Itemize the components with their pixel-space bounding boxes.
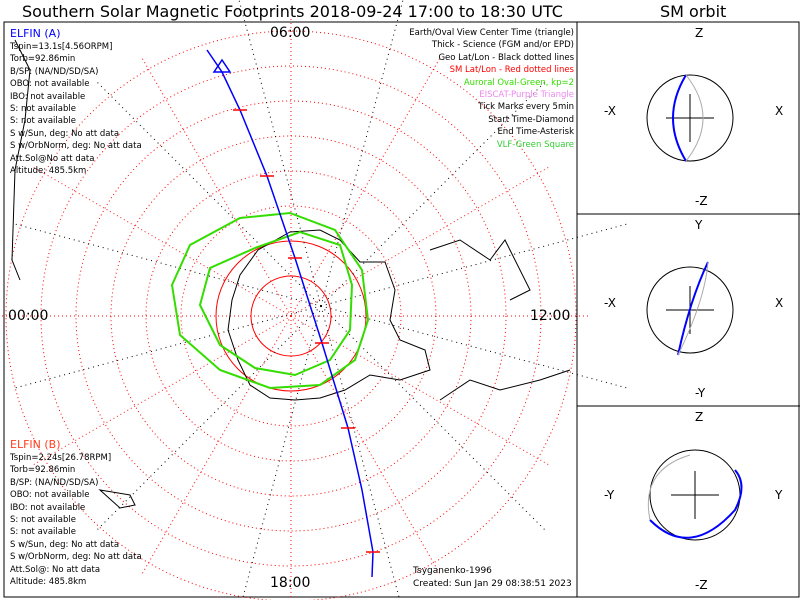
info-line: Torb=92.86min <box>10 54 76 65</box>
sm-longitude-line <box>290 315 552 467</box>
sm-longitude-line <box>290 315 442 577</box>
geo-longitude-line <box>320 305 401 600</box>
info-line: OBO: not available <box>10 490 90 501</box>
sm-latitude-circle <box>180 205 402 427</box>
info-line: S: not available <box>10 116 76 127</box>
mlt-label-left: 00:00 <box>8 308 49 324</box>
legend: Earth/Oval View Center Time (triangle) Th… <box>409 27 574 151</box>
elfin-b-name: ELFIN (B) <box>10 438 61 451</box>
sm-longitude-line <box>140 55 292 317</box>
plot-title: Southern Solar Magnetic Footprints 2018-… <box>22 2 563 21</box>
orbit-plots <box>646 74 743 541</box>
info-line: IBO: not available <box>10 91 86 102</box>
elfin-a-name: ELFIN (A) <box>10 27 61 40</box>
geo-longitude-line <box>11 305 322 390</box>
info-line: S w/OrbNorm, deg: No att data <box>10 552 142 563</box>
geo-longitude-line <box>320 79 548 307</box>
sm-latitude-circle <box>40 65 542 567</box>
geo-longitude-line <box>94 305 322 533</box>
mlt-label-bottom: 18:00 <box>270 575 311 591</box>
info-line: S w/Sun, deg: No att data <box>10 128 120 139</box>
axis-label: X <box>775 296 784 310</box>
info-line: Att.Sol@: No att data <box>10 564 101 575</box>
geo-longitude-line <box>11 222 322 307</box>
axis-label: -Z <box>695 578 708 592</box>
auroral-oval <box>170 211 370 390</box>
info-line: B/SP: (NA/ND/SD/SA) <box>10 477 99 488</box>
geo-longitude-line <box>320 305 631 390</box>
elfin-a-track <box>206 49 374 578</box>
orbit-frame <box>576 21 800 598</box>
info-line: IBO: not available <box>10 502 86 513</box>
legend-item: Earth/Oval View Center Time (triangle) <box>409 28 574 38</box>
info-line: S: not available <box>10 527 76 538</box>
sm-grid <box>0 0 631 600</box>
axis-label: -X <box>604 296 616 310</box>
info-line: Altitude: 485.8km <box>10 577 87 588</box>
info-line: S: not available <box>10 515 76 526</box>
track-tick-marks <box>233 109 380 553</box>
axis-label: -Z <box>695 194 708 208</box>
info-line: S w/OrbNorm, deg: No att data <box>10 141 142 152</box>
coastlines <box>11 39 571 509</box>
axis-label: -X <box>604 104 616 118</box>
elfin-a-info: ELFIN (A) Tspin=13.1s[4.56ORPM] Torb=92.… <box>10 27 142 177</box>
legend-item: Start Time-Diamond <box>488 114 574 125</box>
axis-label: X <box>775 104 784 118</box>
elfin-b-info: ELFIN (B) Tspin=2.24s[26.78RPM] Torb=92.… <box>10 438 142 588</box>
axis-label: -Y <box>604 488 615 502</box>
mlt-label-top: 06:00 <box>270 25 311 41</box>
axis-label: Z <box>695 410 704 424</box>
legend-item: Auroral Oval-Green, kp=2 <box>463 77 574 88</box>
view-center-triangle <box>212 58 232 73</box>
info-line: S w/Sun, deg: No att data <box>10 539 120 550</box>
geo-longitude-line <box>320 305 548 533</box>
geo-longitude-line <box>320 0 404 307</box>
info-line: Att.Sol@No att data <box>10 153 95 164</box>
info-line: Tspin=13.1s[4.56ORPM] <box>10 42 113 52</box>
axis-label: -Y <box>695 386 706 400</box>
legend-item: End Time-Asterisk <box>497 127 574 138</box>
mlt-label-right: 12:00 <box>530 308 571 324</box>
sm-longitude-line <box>30 165 292 317</box>
geo-longitude-line <box>238 0 322 307</box>
model-label: Tsyganenko-1996 <box>413 566 492 576</box>
info-line: Altitude: 485.5km <box>10 166 87 177</box>
sm-latitude-circle <box>215 240 367 392</box>
geo-longitude-line <box>241 305 322 600</box>
sm-latitude-circle <box>75 100 507 532</box>
legend-item: SM Lat/Lon - Red dotted lines <box>449 65 574 76</box>
info-line: B/SP: (NA/ND/SD/SA) <box>10 66 99 77</box>
sm-longitude-line <box>140 315 292 577</box>
legend-item: EISCAT-Purple Triangle <box>479 90 574 101</box>
axis-label: Y <box>775 488 783 502</box>
geo-longitude-line <box>94 79 322 307</box>
orbit-title: SM orbit <box>660 2 727 21</box>
created-label: Created: Sun Jan 29 08:38:51 2023 <box>413 579 572 589</box>
info-line: S: not available <box>10 104 76 115</box>
legend-item: Thick - Science (FGM and/or EPD) <box>431 40 574 51</box>
axis-label: Y <box>695 218 703 232</box>
axis-label: Z <box>695 26 704 40</box>
info-line: OBO: not available <box>10 79 90 90</box>
info-line: Torb=92.86min <box>10 465 76 476</box>
legend-item: Geo Lat/Lon - Black dotted lines <box>438 52 574 63</box>
geo-longitude-line <box>320 222 631 307</box>
legend-item: Tick Marks every 5min <box>478 102 574 113</box>
info-line: Tspin=2.24s[26.78RPM] <box>10 453 112 463</box>
legend-item: VLF-Green Square <box>496 139 574 150</box>
